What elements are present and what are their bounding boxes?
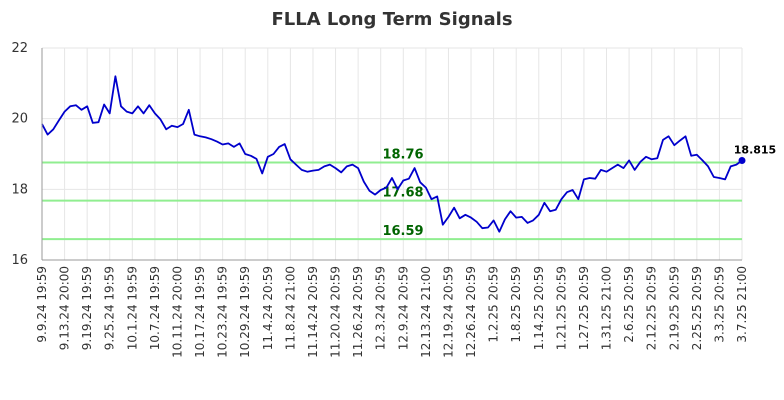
x-tick-label: 11.26.24 20:59 xyxy=(351,266,365,358)
y-axis: 16 18 20 22 xyxy=(11,41,43,268)
x-axis: 9.9.24 19:59 9.13.24 20:00 9.19.24 19:59 9.… xyxy=(35,259,749,358)
last-point-marker xyxy=(738,157,746,165)
y-tick-label: 18 xyxy=(11,182,28,197)
x-tick-label: 9.13.24 20:00 xyxy=(58,266,72,350)
signal-label: 18.76 xyxy=(382,147,423,162)
x-tick-label: 11.8.24 21:00 xyxy=(283,266,297,350)
x-tick-label: 1.31.25 21:00 xyxy=(600,266,614,350)
last-value-label: 18.815 xyxy=(734,144,776,157)
x-tick-label: 11.4.24 20:59 xyxy=(261,266,275,350)
x-tick-label: 9.9.24 19:59 xyxy=(35,266,49,343)
signal-lines: 18.76 17.68 16.59 xyxy=(42,147,742,241)
x-tick-label: 3.3.25 20:59 xyxy=(712,266,726,343)
x-tick-label: 1.8.25 20:59 xyxy=(509,266,523,343)
x-tick-label: 9.19.24 19:59 xyxy=(80,266,94,350)
x-tick-label: 10.29.24 19:59 xyxy=(238,266,252,358)
x-tick-label: 1.27.25 20:59 xyxy=(577,266,591,350)
signal-label: 17.68 xyxy=(382,186,423,201)
y-tick-label: 22 xyxy=(11,41,28,56)
x-tick-label: 12.13.24 21:00 xyxy=(419,266,433,358)
y-tick-label: 16 xyxy=(11,253,28,268)
last-value-group: 18.815 xyxy=(734,144,776,165)
price-line xyxy=(41,75,743,233)
x-tick-label: 1.2.25 20:59 xyxy=(487,266,501,343)
x-tick-label: 12.26.24 20:59 xyxy=(464,266,478,358)
x-tick-label: 10.11.24 20:00 xyxy=(170,266,184,358)
x-tick-label: 1.21.25 20:59 xyxy=(554,266,568,350)
signal-label: 16.59 xyxy=(382,224,423,239)
x-tick-label: 11.14.24 20:59 xyxy=(306,266,320,358)
x-tick-label: 10.7.24 19:59 xyxy=(148,266,162,350)
x-tick-label: 9.25.24 19:59 xyxy=(103,266,117,350)
series-layer xyxy=(41,75,743,233)
x-tick-label: 2.12.25 20:59 xyxy=(645,266,659,350)
x-tick-label: 2.19.25 20:59 xyxy=(667,266,681,350)
x-tick-label: 12.9.24 20:59 xyxy=(396,266,410,350)
x-tick-label: 2.6.25 20:59 xyxy=(622,266,636,343)
y-tick-label: 20 xyxy=(11,112,28,127)
x-tick-label: 11.20.24 20:59 xyxy=(329,266,343,358)
x-tick-label: 1.14.25 20:59 xyxy=(532,266,546,350)
x-tick-label: 2.25.25 20:59 xyxy=(690,266,704,350)
x-tick-label: 3.7.25 21:00 xyxy=(735,266,749,343)
x-tick-label: 10.23.24 19:59 xyxy=(216,266,230,358)
x-tick-label: 12.19.24 20:59 xyxy=(441,266,455,358)
x-tick-label: 10.1.24 19:59 xyxy=(125,266,139,350)
x-tick-label: 12.3.24 20:59 xyxy=(374,266,388,350)
chart-title: FLLA Long Term Signals xyxy=(271,9,512,30)
x-tick-label: 10.17.24 19:59 xyxy=(193,266,207,358)
